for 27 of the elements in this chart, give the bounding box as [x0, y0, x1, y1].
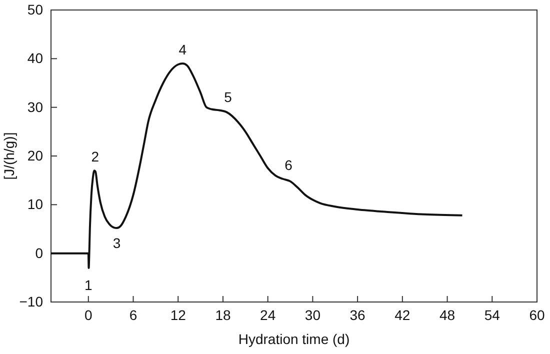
annotation: 6	[284, 156, 293, 173]
x-tick-label: 30	[304, 306, 321, 323]
x-tick-label: 18	[215, 306, 231, 323]
x-tick-label: 24	[260, 306, 276, 323]
y-tick-label: 50	[27, 1, 44, 18]
annotation: 2	[91, 148, 100, 165]
y-tick-label: 0	[35, 244, 44, 261]
x-tick-label: 12	[170, 306, 186, 323]
annotation: 1	[84, 276, 92, 293]
y-axis-title: [J/(h/g)]	[1, 132, 17, 180]
x-axis-title: Hydration time (d)	[238, 331, 350, 347]
annotation: 4	[178, 42, 187, 58]
y-tick-label: 10	[27, 196, 44, 212]
x-tick-label: 60	[529, 306, 545, 323]
x-tick-label: 42	[394, 306, 410, 323]
y-tick-label: 40	[27, 50, 44, 66]
x-tick-label: 48	[439, 306, 456, 323]
x-tick-label: 54	[484, 306, 500, 323]
line-series	[50, 62, 464, 269]
x-tick-label: 0	[84, 306, 92, 323]
x-tick-label: 36	[350, 306, 366, 323]
y-tick-label: −10	[19, 293, 44, 310]
y-tick-label: 30	[27, 98, 44, 115]
annotation: 5	[224, 89, 232, 106]
annotation: 3	[112, 235, 121, 252]
y-tick-label: 20	[27, 147, 44, 164]
x-tick-label: 6	[129, 306, 138, 323]
